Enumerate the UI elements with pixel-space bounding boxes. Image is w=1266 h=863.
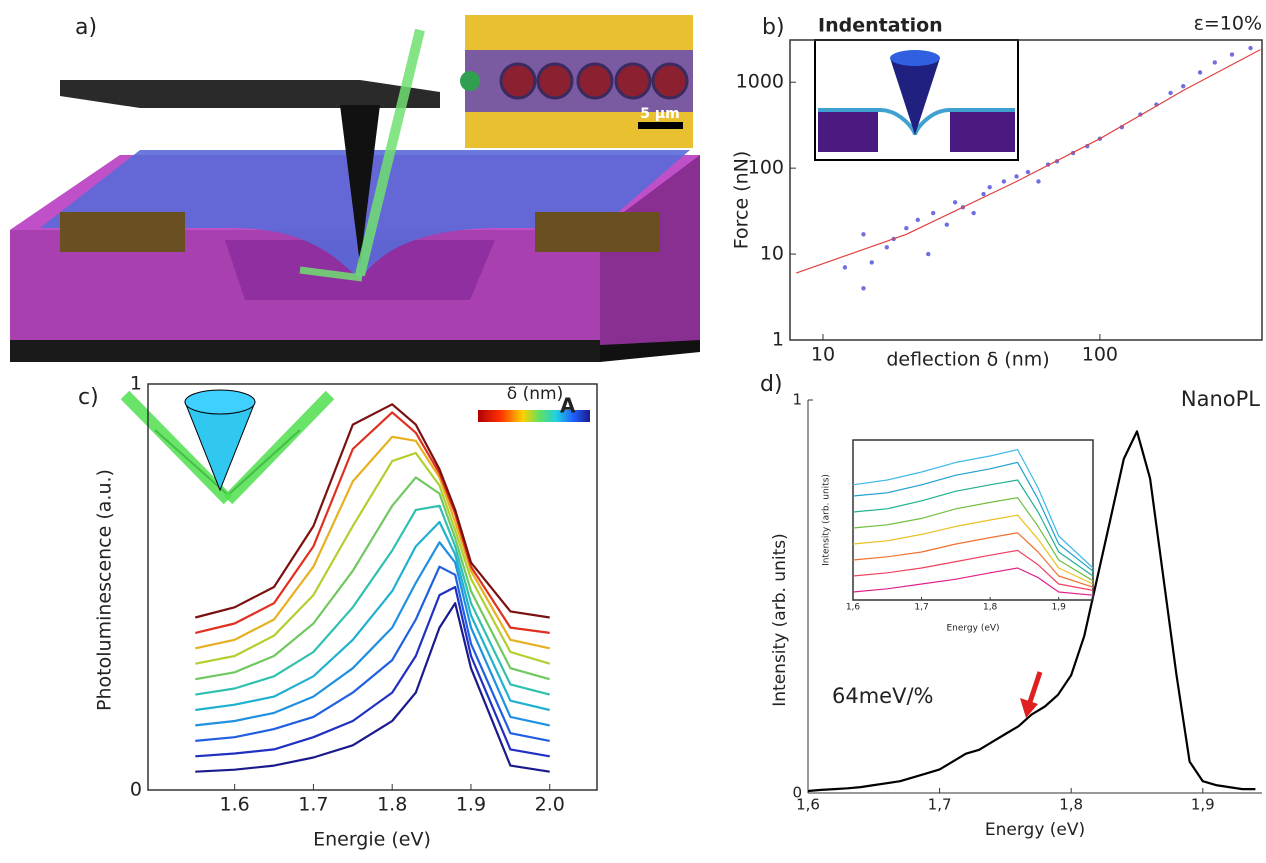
x-tick-label: 1,9	[1052, 603, 1067, 613]
title: NanoPL	[1181, 387, 1260, 411]
data-line	[195, 504, 550, 696]
data-point	[1181, 83, 1186, 89]
data-point	[1212, 60, 1217, 65]
x-axis-label: Energie (eV)	[313, 829, 431, 851]
data-point	[1025, 169, 1031, 175]
data-line	[195, 435, 550, 650]
data-line	[807, 430, 1256, 793]
inset-background	[853, 440, 1093, 600]
data-line	[852, 449, 1094, 569]
panel-label: d)	[760, 372, 783, 397]
panel-a-illustration	[10, 15, 700, 362]
x-tick-label: 1.6	[220, 794, 250, 816]
y-tick-label: 1	[130, 373, 142, 395]
data-line	[195, 565, 550, 742]
x-axis-label: Energy (eV)	[946, 624, 999, 634]
data-point	[842, 265, 848, 270]
scale-bar-label: 5 µm	[640, 106, 680, 122]
data-line	[852, 497, 1094, 582]
data-point	[1248, 45, 1253, 51]
excitation-sketch	[120, 389, 335, 505]
data-point	[1001, 179, 1007, 184]
data-point	[981, 191, 986, 197]
data-line	[195, 520, 550, 712]
data-point	[915, 217, 921, 223]
x-tick-label: 1,7	[914, 603, 928, 613]
x-tick-label: 1.8	[377, 794, 407, 816]
data-line	[796, 49, 1261, 274]
data-point	[861, 232, 866, 237]
data-line	[852, 549, 1094, 591]
colorbar	[478, 410, 590, 422]
inset-title: Indentation	[818, 15, 943, 37]
x-tick-label: 100	[1082, 344, 1118, 366]
plot-frame	[852, 439, 1094, 601]
x-axis-label: Energy (eV)	[985, 820, 1085, 840]
y-axis-label: Intensity (arb. units)	[770, 533, 790, 706]
panel-label: b)	[762, 15, 785, 40]
data-point	[884, 245, 890, 250]
indentation-inset	[814, 39, 1019, 161]
annotation: 64meV/%	[832, 684, 934, 708]
data-point	[926, 251, 931, 257]
data-point	[1229, 52, 1235, 57]
x-tick-label: 2.0	[535, 794, 565, 816]
y-tick-label: 0	[792, 784, 802, 802]
x-tick-label: 1.7	[298, 794, 328, 816]
x-tick-label: 1,9	[1191, 796, 1215, 814]
x-tick-label: 1,8	[983, 603, 998, 613]
x-axis-label: deflection δ (nm)	[886, 349, 1049, 371]
panel-label: c)	[78, 385, 99, 410]
data-point	[987, 185, 992, 190]
x-tick-label: 1,6	[846, 603, 861, 613]
data-point	[1014, 174, 1019, 179]
panel-label: a)	[75, 15, 97, 40]
x-tick-label: 1.9	[456, 794, 486, 816]
data-line	[852, 532, 1094, 588]
annotation: A	[560, 394, 576, 418]
y-tick-label: 1	[792, 391, 802, 409]
y-axis-label: Photoluminescence (a.u.)	[94, 469, 116, 711]
y-axis-label: Intensity (arb. units)	[822, 474, 832, 566]
data-point	[861, 286, 866, 291]
x-tick-label: 1,7	[928, 796, 952, 814]
data-line	[852, 461, 1094, 572]
data-point	[930, 210, 936, 216]
data-point	[944, 222, 950, 227]
x-tick-label: 1,8	[1059, 796, 1083, 814]
data-line	[195, 476, 550, 681]
data-line	[852, 479, 1094, 577]
y-tick-label: 1	[772, 329, 784, 351]
data-line	[195, 541, 550, 727]
data-line	[852, 514, 1094, 585]
data-point	[1168, 90, 1173, 96]
data-line	[852, 567, 1094, 596]
x-tick-label: 10	[811, 344, 835, 366]
data-line	[195, 602, 550, 773]
y-tick-label: 10	[760, 243, 784, 265]
data-line	[195, 411, 550, 634]
plot-frame	[789, 39, 1263, 341]
data-point	[869, 260, 874, 265]
data-point	[1036, 179, 1041, 184]
y-tick-label: 1000	[736, 71, 784, 93]
data-line	[195, 585, 550, 758]
plot-frame	[147, 383, 598, 791]
data-point	[952, 200, 958, 205]
y-tick-label: 0	[130, 779, 142, 801]
x-tick-label: 1,6	[796, 796, 820, 814]
annotation: ε=10%	[1194, 13, 1262, 35]
y-tick-label: 100	[748, 157, 784, 179]
data-point	[971, 210, 976, 216]
data-point	[1197, 70, 1203, 75]
data-line	[195, 451, 551, 665]
data-point	[904, 226, 909, 231]
y-axis-label: Force (nN)	[731, 151, 753, 250]
data-line	[195, 403, 550, 619]
arrow	[1020, 671, 1043, 718]
colorbar-label: δ (nm)	[507, 384, 563, 404]
